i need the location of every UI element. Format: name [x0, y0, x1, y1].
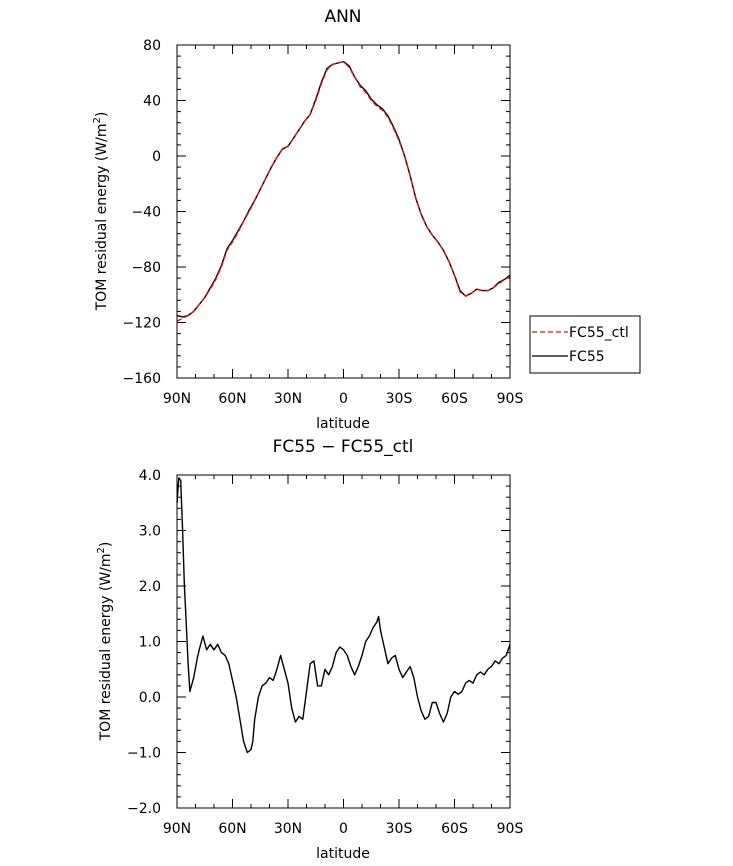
y-tick-label: −2.0 — [127, 801, 161, 817]
y-tick-label: −160 — [123, 371, 161, 387]
y-tick-label: 80 — [143, 38, 161, 54]
y-tick-label: 40 — [143, 94, 161, 110]
panel-diff: FC55 − FC55_ctl 90N 60N 30N 0 30S 60S 90S −2.0… — [96, 437, 523, 862]
x-tick-label: 90N — [163, 821, 191, 837]
panel-ann: ANN 90N 60N 30N 0 30S 60S 90S −160 −120 −80 −40 0 4… — [92, 7, 523, 432]
x-tick-label: 60S — [441, 821, 468, 837]
x-tick-label: 30S — [386, 821, 413, 837]
panel1-series — [176, 61, 511, 322]
y-tick-label: −120 — [123, 316, 161, 332]
panel1-title: ANN — [324, 7, 361, 27]
panel2-y-axis-label: TOM residual energy (W/m2) — [96, 542, 114, 742]
panel2-ylabel-main: TOM residual energy (W/m — [98, 553, 114, 741]
x-tick-label: 0 — [339, 391, 348, 407]
x-tick-label: 60N — [218, 821, 246, 837]
y-tick-label: 0.0 — [139, 690, 161, 706]
x-tick-label: 0 — [339, 821, 348, 837]
x-tick-label: 30N — [274, 821, 302, 837]
y-tick-label: 1.0 — [139, 635, 161, 651]
y-tick-label: −80 — [131, 260, 161, 276]
y-tick-label: 4.0 — [139, 468, 161, 484]
y-tick-label: −1.0 — [127, 746, 161, 762]
series-line-fc55-ctl — [176, 61, 511, 322]
panel2-x-axis-label: latitude — [316, 846, 370, 862]
panel1-ylabel-close: ) — [94, 112, 110, 117]
panel1-x-tick-labels: 90N 60N 30N 0 30S 60S 90S — [163, 391, 524, 407]
legend-box — [529, 315, 641, 374]
panel2-y-tick-labels: −2.0 −1.0 0.0 1.0 2.0 3.0 4.0 — [127, 468, 161, 817]
y-tick-label: 3.0 — [139, 524, 161, 540]
panel1-frame — [176, 44, 511, 379]
x-tick-label: 60S — [441, 391, 468, 407]
series-line-fc55 — [176, 61, 511, 318]
x-tick-label: 90S — [497, 391, 524, 407]
panel2-ylabel-sup: 2 — [96, 547, 107, 553]
y-tick-label: −40 — [131, 205, 161, 221]
panel1-x-axis-label: latitude — [316, 416, 370, 432]
y-tick-label: 0 — [152, 149, 161, 165]
panel2-ticks — [176, 474, 511, 809]
panel1-ticks — [176, 44, 511, 379]
panel2-frame — [176, 474, 511, 809]
x-tick-label: 60N — [218, 391, 246, 407]
panel2-x-tick-labels: 90N 60N 30N 0 30S 60S 90S — [163, 821, 524, 837]
panel2-title: FC55 − FC55_ctl — [273, 437, 414, 457]
series-line-diff-0 — [176, 477, 511, 754]
legend-label-fc55: FC55 — [569, 349, 605, 365]
x-tick-label: 90N — [163, 391, 191, 407]
panel1-ylabel-main: TOM residual energy (W/m — [94, 123, 110, 311]
panel1-y-axis-label: TOM residual energy (W/m2) — [92, 112, 110, 312]
legend: FC55_ctl FC55 — [529, 315, 641, 374]
panel2-ylabel-close: ) — [98, 542, 114, 547]
x-tick-label: 30S — [386, 391, 413, 407]
x-tick-label: 90S — [497, 821, 524, 837]
legend-label-fc55-ctl: FC55_ctl — [569, 325, 629, 341]
panel2-series — [176, 477, 511, 754]
y-tick-label: 2.0 — [139, 579, 161, 595]
panel1-y-tick-labels: −160 −120 −80 −40 0 40 80 — [123, 38, 161, 387]
x-tick-label: 30N — [274, 391, 302, 407]
panel1-ylabel-sup: 2 — [92, 117, 103, 123]
